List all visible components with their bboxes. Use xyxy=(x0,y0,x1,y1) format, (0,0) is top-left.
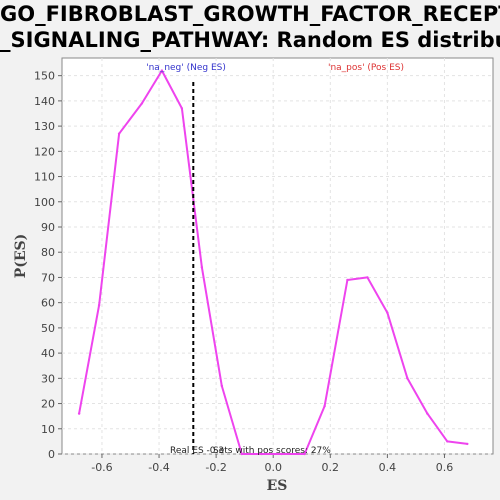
data-point xyxy=(303,452,306,456)
y-tick-label: 50 xyxy=(41,322,55,335)
x-axis-label: ES xyxy=(267,478,288,494)
y-tick-label: 60 xyxy=(41,297,55,310)
data-point xyxy=(466,442,469,446)
data-point xyxy=(366,276,369,279)
x-tick-label: -0.4 xyxy=(148,461,169,474)
y-axis-ticks: 0 10 20 30 40 50 60 70 80 90 100 110 120 130 140 150 xyxy=(34,70,62,461)
data-point xyxy=(200,266,204,269)
y-tick-label: 130 xyxy=(34,120,55,133)
x-tick-label: 0.2 xyxy=(322,461,340,474)
grid xyxy=(62,58,493,455)
y-tick-label: 150 xyxy=(34,70,55,83)
y-tick-label: 90 xyxy=(41,221,55,234)
x-axis-ticks: -0.6 -0.4 -0.2 0.0 0.2 0.4 0.6 xyxy=(91,454,453,474)
data-point xyxy=(180,107,184,110)
x-tick-label: -0.6 xyxy=(91,461,112,474)
data-point xyxy=(323,404,326,408)
data-point xyxy=(346,278,349,282)
sets-pos-label: Sets with pos scores: 27% xyxy=(213,446,331,456)
x-tick-label: -0.2 xyxy=(205,461,226,474)
y-axis-label: P(ES) xyxy=(13,234,29,279)
plot-area xyxy=(61,57,494,455)
y-tick-label: 40 xyxy=(41,347,55,360)
y-tick-label: 120 xyxy=(34,145,55,158)
data-point xyxy=(426,412,429,415)
y-tick-label: 10 xyxy=(41,423,55,436)
data-point xyxy=(446,440,449,443)
data-point xyxy=(240,452,244,456)
series-layer xyxy=(77,69,469,456)
neg-es-label: 'na_neg' (Neg ES) xyxy=(146,63,226,73)
data-point xyxy=(160,69,164,72)
real-es-label: Real ES -0.3 xyxy=(170,446,224,456)
x-tick-label: 0.6 xyxy=(436,461,454,474)
data-point xyxy=(97,303,101,307)
data-point xyxy=(117,132,121,135)
y-tick-label: 20 xyxy=(41,398,55,411)
data-point xyxy=(220,384,224,388)
x-tick-label: 0.4 xyxy=(379,461,397,474)
y-tick-label: 140 xyxy=(34,95,55,108)
data-point xyxy=(386,311,389,314)
chart-title-line-2: _SIGNALING_PATHWAY: Random ES distributi… xyxy=(0,28,500,52)
y-tick-label: 80 xyxy=(41,246,55,259)
pos-es-label: 'na_pos' (Pos ES) xyxy=(328,63,404,73)
es-distribution-line xyxy=(78,69,468,455)
x-tick-label: 0.0 xyxy=(264,461,282,474)
chart-title-line-1: GO_FIBROBLAST_GROWTH_FACTOR_RECEPTOR xyxy=(0,2,500,26)
data-point xyxy=(140,102,144,105)
y-tick-label: 70 xyxy=(41,271,55,284)
y-tick-label: 30 xyxy=(41,372,55,385)
y-tick-label: 100 xyxy=(34,196,55,209)
data-point xyxy=(260,452,264,456)
y-tick-label: 0 xyxy=(48,448,55,461)
data-point xyxy=(280,452,283,456)
data-point xyxy=(77,412,81,415)
y-tick-label: 110 xyxy=(34,171,55,184)
data-point xyxy=(406,377,409,380)
